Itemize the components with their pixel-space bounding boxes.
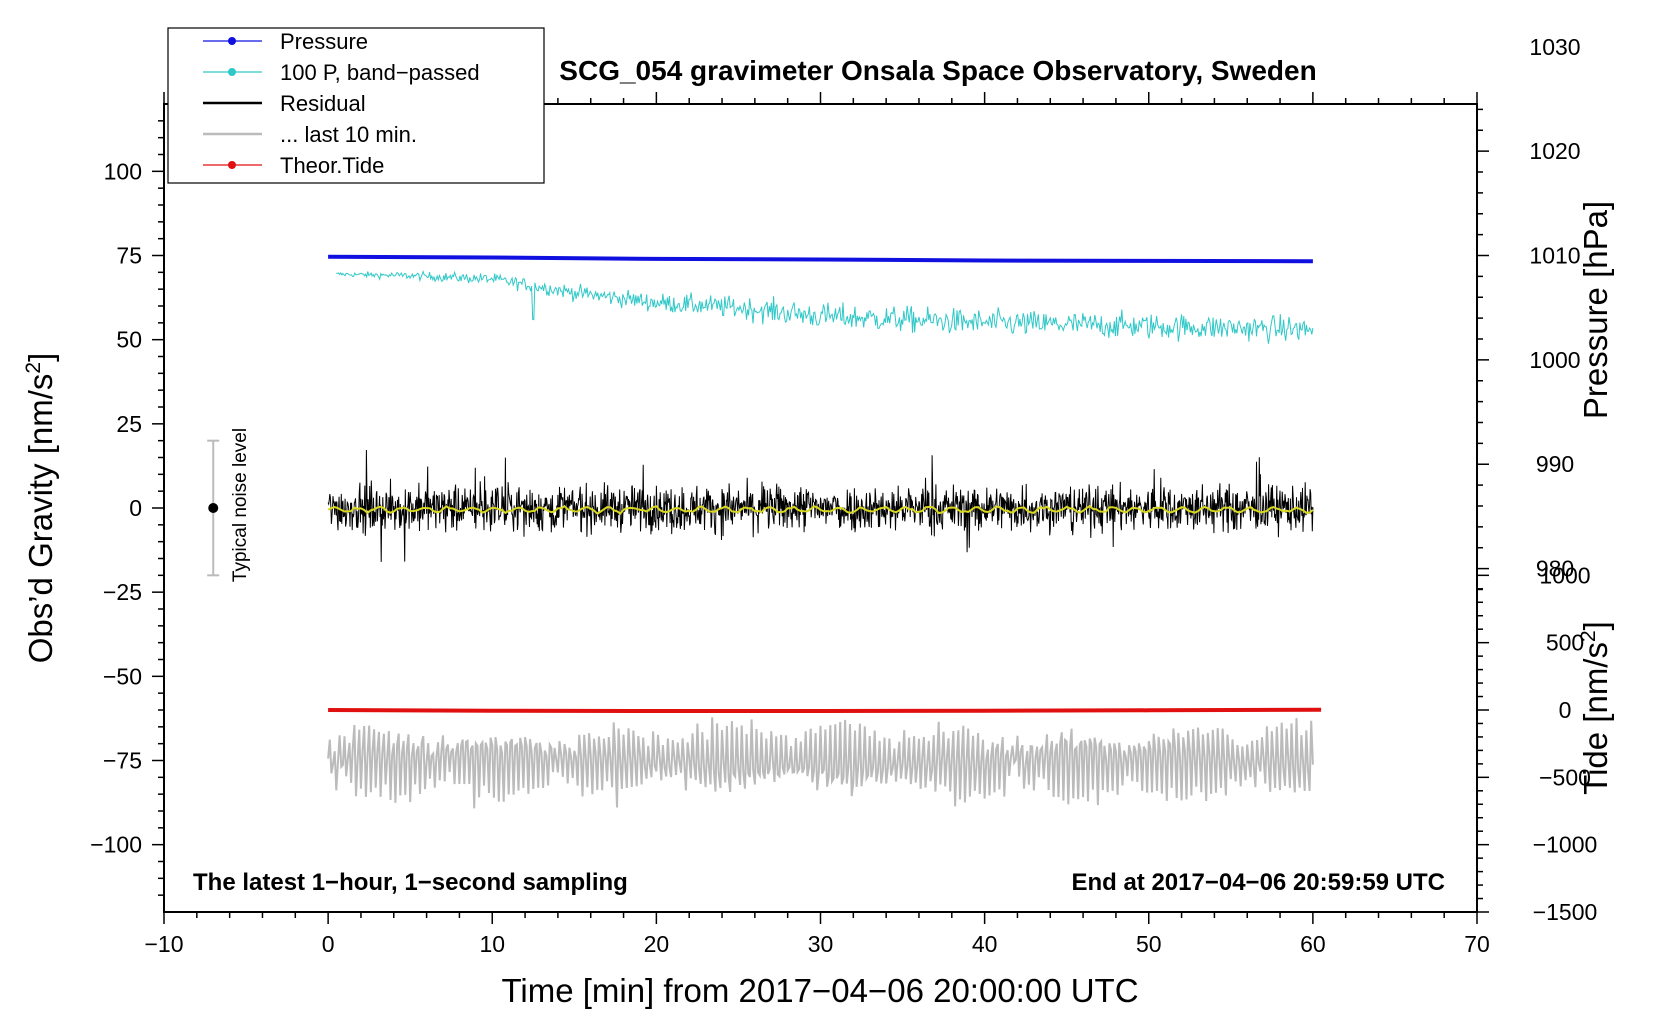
series-last-10-min: [327, 717, 1314, 809]
y-axis-left-title: Obs’d Gravity [nm/s2]: [22, 353, 59, 664]
legend-label: ... last 10 min.: [280, 122, 417, 147]
legend-label: Residual: [280, 91, 366, 116]
noise-label: Typical noise level: [230, 428, 251, 582]
y-tick-label: −25: [103, 579, 142, 605]
legend-marker: [228, 68, 236, 76]
y-tick-label: −75: [103, 748, 142, 774]
ticks-layer: −10 0 10 20 30 40 50 60 701007550250−25−50−75−10…: [90, 34, 1597, 957]
legend-label: 100 P, band−passed: [280, 60, 480, 85]
tide-tick-label: −1000: [1533, 832, 1598, 858]
y-tick-label: 75: [116, 243, 142, 269]
x-tick-label: 70: [1464, 931, 1490, 957]
legend-box: [167, 27, 545, 184]
legend-items: Pressure 100 P, band−passed Residual ... la…: [203, 29, 480, 178]
annotation-left: The latest 1−hour, 1−second sampling: [193, 869, 628, 896]
y-tick-label: 25: [116, 411, 142, 437]
x-tick-label: 60: [1300, 931, 1326, 957]
legend-marker: [228, 161, 236, 169]
chart-title: SCG_054 gravimeter Onsala Space Observat…: [559, 55, 1316, 86]
pressure-tick-label: 980: [1536, 556, 1574, 582]
pressure-tick-label: 1010: [1529, 243, 1580, 269]
y-tick-label: 100: [104, 158, 142, 184]
x-tick-label: 40: [972, 931, 998, 957]
y-tick-label: 0: [129, 495, 142, 521]
tide-tick-label: 500: [1546, 630, 1584, 656]
x-tick-label: 0: [322, 931, 335, 957]
series-layer: [327, 254, 1322, 809]
pressure-tick-label: 1000: [1529, 347, 1580, 373]
legend: Pressure 100 P, band−passed Residual ... la…: [167, 27, 545, 184]
tide-tick-label: 1000: [1539, 562, 1590, 588]
legend-marker: [228, 37, 236, 45]
pressure-tick-label: 1030: [1529, 34, 1580, 60]
y-tick-label: −50: [103, 663, 142, 689]
noise-dot: [208, 503, 219, 513]
x-tick-label: 50: [1136, 931, 1162, 957]
y-tick-label: 50: [116, 327, 142, 353]
series-theor-tide: [328, 707, 1322, 713]
y-tick-label: −100: [90, 832, 142, 858]
legend-label: Theor.Tide: [280, 153, 384, 178]
series-pressure: [328, 254, 1313, 264]
y-axis-tide-title: Tide [nm/s2]: [1577, 621, 1614, 795]
legend-label: Pressure: [280, 29, 368, 54]
noise-level-marker: Typical noise level: [207, 428, 251, 582]
annotation-right: End at 2017−04−06 20:59:59 UTC: [1071, 869, 1445, 896]
x-tick-label: 10: [479, 931, 505, 957]
x-tick-label: 30: [808, 931, 834, 957]
tide-tick-label: −500: [1539, 764, 1591, 790]
series-residual-smoothed: [327, 504, 1314, 515]
y-axis-pressure-title: Pressure [hPa]: [1577, 201, 1614, 419]
x-tick-label: 20: [644, 931, 670, 957]
tide-tick-label: 0: [1559, 697, 1572, 723]
x-tick-label: −10: [144, 931, 183, 957]
series-residual: [327, 449, 1314, 562]
x-axis-title: Time [min] from 2017−04−06 20:00:00 UTC: [501, 972, 1138, 1009]
pressure-tick-label: 990: [1536, 451, 1574, 477]
pressure-tick-label: 1020: [1529, 138, 1580, 164]
series-band-passed-pressure: [336, 269, 1314, 344]
tide-tick-label: −1500: [1533, 899, 1598, 925]
